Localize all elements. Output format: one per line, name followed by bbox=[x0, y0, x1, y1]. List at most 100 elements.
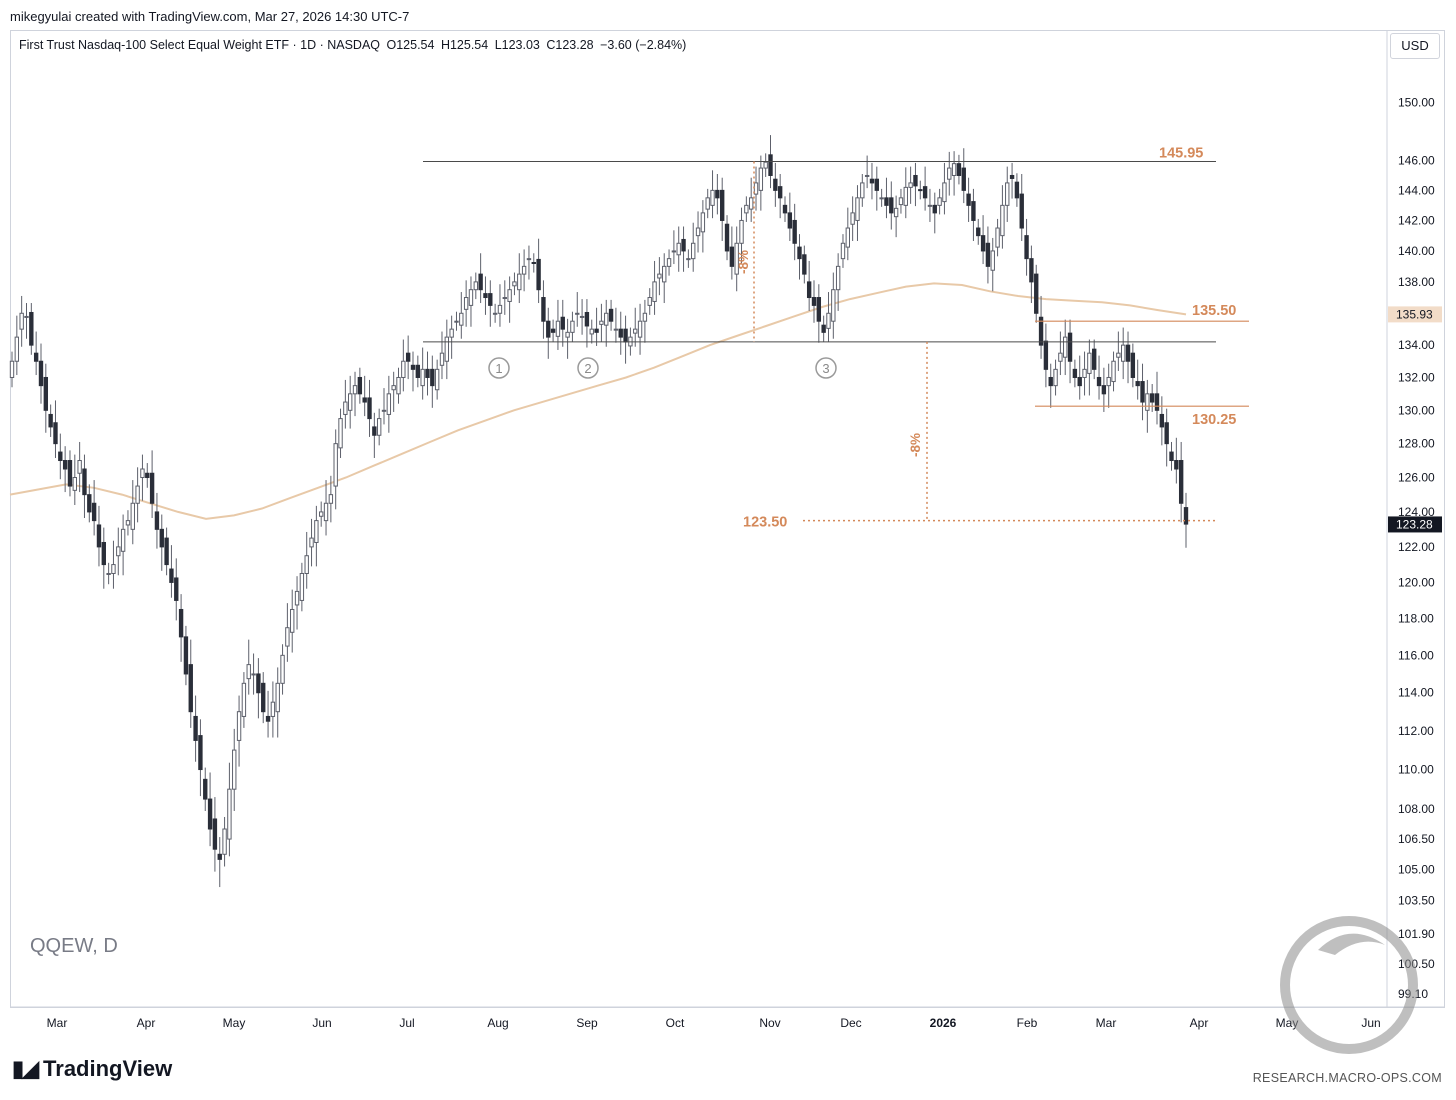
candle-body bbox=[753, 182, 759, 195]
candle-body bbox=[391, 385, 396, 391]
candle-body bbox=[463, 297, 469, 310]
ohlc-legend: First Trust Nasdaq-100 Select Equal Weig… bbox=[19, 38, 689, 52]
candle-body bbox=[913, 174, 918, 187]
candle-body bbox=[290, 608, 295, 633]
candle-body bbox=[647, 297, 652, 306]
price-tick-label: 120.00 bbox=[1398, 575, 1435, 589]
touch-marker-label: 2 bbox=[584, 361, 591, 376]
price-tick-label: 140.00 bbox=[1398, 244, 1435, 258]
candle-body bbox=[415, 364, 421, 378]
candle-body bbox=[782, 204, 788, 214]
candle-body bbox=[1145, 393, 1150, 411]
candle-body bbox=[101, 541, 106, 566]
price-tick-label: 132.00 bbox=[1398, 370, 1435, 384]
candle-body bbox=[816, 297, 822, 322]
ma-price-label: 135.93 bbox=[1396, 307, 1433, 321]
candle-body bbox=[116, 546, 121, 557]
time-tick-label: Oct bbox=[666, 1016, 685, 1030]
candle-body bbox=[135, 485, 140, 504]
candle-body bbox=[908, 182, 913, 188]
candle-body bbox=[232, 749, 237, 790]
candle-body bbox=[985, 242, 991, 267]
candle-body bbox=[797, 246, 802, 260]
touch-marker-icon bbox=[577, 357, 599, 379]
price-tick-label: 126.00 bbox=[1398, 471, 1435, 485]
candle-body bbox=[579, 315, 585, 318]
touch-marker-label: 3 bbox=[822, 361, 829, 376]
candle-body bbox=[1174, 460, 1179, 470]
candle-body bbox=[995, 227, 1000, 248]
tradingview-logo[interactable]: ▮◢ TradingView bbox=[12, 1056, 172, 1082]
candle-body bbox=[884, 197, 889, 206]
tradingview-logo-icon: ▮◢ bbox=[12, 1056, 39, 1081]
tradingview-brand: TradingView bbox=[43, 1056, 173, 1081]
candle-body bbox=[169, 568, 174, 583]
candle-body bbox=[106, 572, 111, 575]
candle-body bbox=[700, 212, 706, 233]
candle-body bbox=[1092, 348, 1097, 370]
candle-body bbox=[1058, 352, 1063, 362]
price-tick-label: 122.00 bbox=[1398, 540, 1435, 554]
candle-body bbox=[681, 238, 686, 252]
candle-body bbox=[604, 312, 609, 326]
candle-body bbox=[1072, 368, 1078, 378]
candle-body bbox=[541, 297, 546, 322]
candle-body bbox=[633, 328, 638, 334]
time-tick-label: Apr bbox=[137, 1016, 156, 1030]
candle-body bbox=[478, 273, 483, 291]
candle-body bbox=[309, 537, 314, 548]
candle-body bbox=[826, 312, 831, 329]
candle-body bbox=[855, 197, 860, 221]
candle-body bbox=[763, 161, 768, 169]
candle-body bbox=[1029, 258, 1034, 283]
candle-body bbox=[1053, 368, 1058, 387]
candle-body bbox=[203, 778, 208, 800]
candle-body bbox=[43, 376, 49, 411]
candle-body bbox=[193, 715, 198, 741]
candle-body bbox=[420, 368, 425, 387]
candle-body bbox=[294, 590, 300, 606]
candle-body bbox=[1063, 336, 1068, 358]
percent-annotation: -8% bbox=[736, 250, 751, 274]
last-price-label: 123.28 bbox=[1396, 517, 1433, 531]
candle-body bbox=[33, 352, 39, 362]
candle-body bbox=[942, 182, 947, 203]
candle-body bbox=[72, 477, 77, 491]
time-tick-label: Sep bbox=[576, 1016, 598, 1030]
candle-body bbox=[922, 186, 928, 199]
candle-body bbox=[1130, 352, 1136, 378]
candle-body bbox=[642, 312, 648, 322]
candle-body bbox=[695, 227, 701, 237]
candle-body bbox=[729, 246, 735, 267]
candle-body bbox=[623, 328, 628, 343]
candle-body bbox=[183, 636, 189, 675]
candle-body bbox=[889, 197, 894, 214]
level-label: 123.50 bbox=[743, 515, 787, 531]
currency-button[interactable]: USD bbox=[1390, 33, 1440, 59]
candle-body bbox=[207, 798, 213, 830]
touch-marker-icon bbox=[815, 357, 837, 379]
candle-body bbox=[1005, 182, 1010, 206]
candle-body bbox=[710, 189, 715, 206]
candle-body bbox=[217, 853, 222, 860]
candle-body bbox=[222, 828, 227, 855]
candle-body bbox=[251, 673, 256, 676]
ma-price-tag bbox=[1388, 306, 1442, 323]
candle-body bbox=[178, 608, 184, 638]
candle-body bbox=[715, 189, 720, 199]
candle-body bbox=[850, 212, 855, 225]
time-tick-label: Jun bbox=[1361, 1016, 1380, 1030]
candle-body bbox=[937, 197, 942, 206]
candle-body bbox=[734, 242, 739, 275]
time-tick-label: Jun bbox=[312, 1016, 331, 1030]
site-url: RESEARCH.MACRO-OPS.COM bbox=[1252, 1071, 1442, 1085]
candle-body bbox=[497, 304, 503, 314]
candle-body bbox=[67, 460, 73, 487]
candle-body bbox=[864, 174, 870, 177]
candle-body bbox=[565, 331, 570, 338]
time-tick-label: Dec bbox=[840, 1016, 861, 1030]
price-tick-label: 116.00 bbox=[1398, 648, 1434, 662]
candle-body bbox=[773, 178, 778, 191]
candle-body bbox=[502, 297, 507, 300]
